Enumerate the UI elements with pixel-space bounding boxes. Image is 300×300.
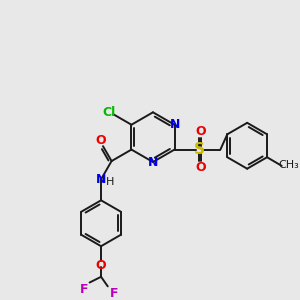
Text: O: O [96, 134, 106, 147]
Text: O: O [195, 125, 206, 138]
Text: N: N [148, 157, 158, 169]
Text: H: H [106, 177, 114, 187]
Text: CH₃: CH₃ [278, 160, 299, 170]
Text: Cl: Cl [103, 106, 116, 119]
Text: O: O [96, 259, 106, 272]
Text: N: N [170, 118, 181, 131]
Text: F: F [110, 286, 119, 300]
Text: N: N [96, 173, 106, 186]
Text: F: F [80, 283, 88, 296]
Text: O: O [195, 161, 206, 174]
Text: S: S [194, 142, 205, 157]
